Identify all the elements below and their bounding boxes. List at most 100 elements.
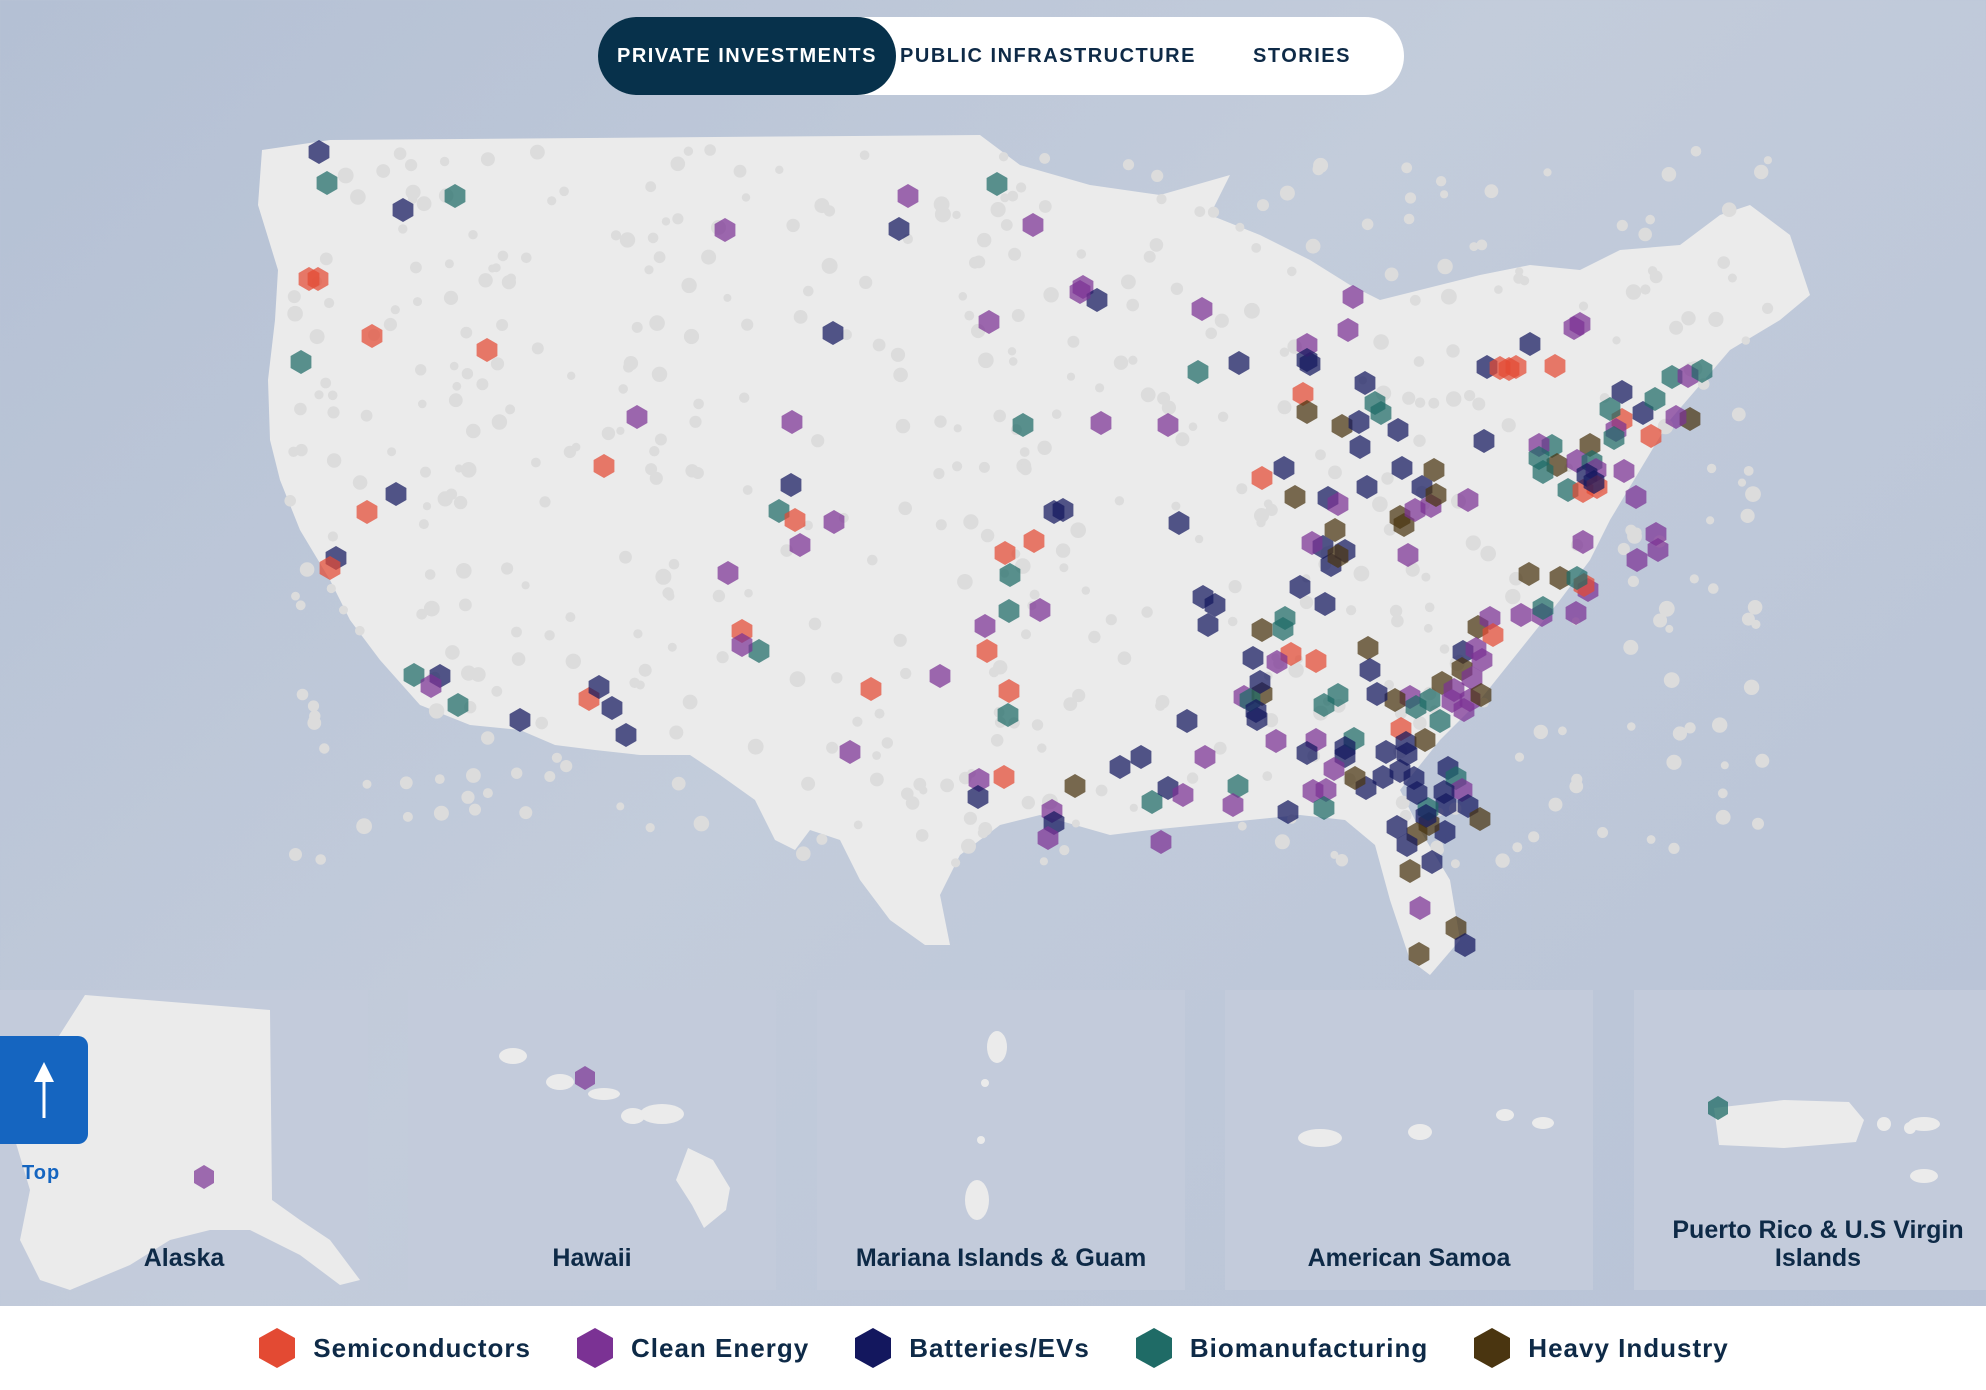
- batteries-evs-marker[interactable]: [1519, 332, 1541, 356]
- clean-energy-marker[interactable]: [1069, 280, 1091, 304]
- batteries-evs-marker[interactable]: [1109, 755, 1131, 779]
- clean-energy-marker[interactable]: [1194, 745, 1216, 769]
- batteries-evs-marker[interactable]: [1391, 456, 1413, 480]
- clean-energy-marker[interactable]: [1342, 285, 1364, 309]
- clean-energy-marker[interactable]: [1157, 413, 1179, 437]
- heavy-industry-marker[interactable]: [1423, 458, 1445, 482]
- legend-heavy-industry[interactable]: Heavy Industry: [1472, 1326, 1728, 1370]
- clean-energy-marker[interactable]: [1265, 729, 1287, 753]
- semiconductors-marker[interactable]: [307, 267, 329, 291]
- clean-energy-marker[interactable]: [974, 614, 996, 638]
- heavy-industry-marker[interactable]: [1251, 618, 1273, 642]
- batteries-evs-marker[interactable]: [615, 723, 637, 747]
- semiconductors-marker[interactable]: [784, 508, 806, 532]
- batteries-evs-marker[interactable]: [1583, 470, 1605, 494]
- biomanufacturing-marker[interactable]: [997, 703, 1019, 727]
- clean-energy-marker[interactable]: [1337, 318, 1359, 342]
- heavy-industry-marker[interactable]: [1399, 859, 1421, 883]
- tab-private-investments[interactable]: PRIVATE INVESTMENTS: [598, 17, 896, 95]
- legend-clean-energy[interactable]: Clean Energy: [575, 1326, 809, 1370]
- batteries-evs-marker[interactable]: [1242, 646, 1264, 670]
- biomanufacturing-marker[interactable]: [1532, 596, 1554, 620]
- heavy-industry-marker[interactable]: [1327, 544, 1349, 568]
- clean-energy-marker[interactable]: [420, 674, 442, 698]
- biomanufacturing-marker[interactable]: [1429, 709, 1451, 733]
- heavy-industry-marker[interactable]: [1549, 566, 1571, 590]
- batteries-evs-marker[interactable]: [1296, 348, 1318, 372]
- clean-energy-marker[interactable]: [1471, 648, 1493, 672]
- biomanufacturing-marker[interactable]: [1603, 426, 1625, 450]
- heavy-industry-marker[interactable]: [1425, 483, 1447, 507]
- clean-energy-marker[interactable]: [1323, 757, 1345, 781]
- legend-biomanufacturing[interactable]: Biomanufacturing: [1134, 1326, 1428, 1370]
- biomanufacturing-marker[interactable]: [1419, 688, 1441, 712]
- batteries-evs-marker[interactable]: [1387, 418, 1409, 442]
- clean-energy-marker[interactable]: [1150, 830, 1172, 854]
- batteries-evs-marker[interactable]: [1273, 456, 1295, 480]
- inset-hawaii[interactable]: Hawaii: [408, 990, 776, 1290]
- clean-energy-marker[interactable]: [823, 510, 845, 534]
- heavy-industry-marker[interactable]: [1296, 400, 1318, 424]
- semiconductors-marker[interactable]: [476, 338, 498, 362]
- batteries-evs-marker[interactable]: [1396, 742, 1418, 766]
- clean-energy-marker[interactable]: [1665, 405, 1687, 429]
- batteries-evs-marker[interactable]: [1168, 511, 1190, 535]
- batteries-evs-marker[interactable]: [1197, 613, 1219, 637]
- clean-energy-marker[interactable]: [1461, 666, 1483, 690]
- clean-energy-marker[interactable]: [1301, 531, 1323, 555]
- inset-american-samoa[interactable]: American Samoa: [1225, 990, 1593, 1290]
- batteries-evs-marker[interactable]: [1415, 804, 1437, 828]
- biomanufacturing-marker[interactable]: [1327, 683, 1349, 707]
- clean-energy-marker[interactable]: [1626, 548, 1648, 572]
- batteries-evs-marker[interactable]: [1086, 288, 1108, 312]
- clean-energy-marker[interactable]: [1222, 793, 1244, 817]
- clean-energy-marker[interactable]: [1479, 606, 1501, 630]
- scroll-top-button[interactable]: [0, 1036, 88, 1144]
- batteries-evs-marker[interactable]: [392, 198, 414, 222]
- tab-public-infrastructure[interactable]: PUBLIC INFRASTRUCTURE: [900, 44, 1196, 67]
- us-map[interactable]: [0, 100, 1986, 980]
- batteries-evs-marker[interactable]: [1435, 793, 1457, 817]
- batteries-evs-marker[interactable]: [1473, 429, 1495, 453]
- batteries-evs-marker[interactable]: [1406, 781, 1428, 805]
- clean-energy-marker[interactable]: [1302, 779, 1324, 803]
- inset-mariana-guam[interactable]: Mariana Islands & Guam: [817, 990, 1185, 1290]
- batteries-evs-marker[interactable]: [780, 473, 802, 497]
- clean-energy-marker[interactable]: [1625, 485, 1647, 509]
- heavy-industry-marker[interactable]: [1393, 513, 1415, 537]
- heavy-industry-marker[interactable]: [1579, 433, 1601, 457]
- heavy-industry-marker[interactable]: [1445, 916, 1467, 940]
- clean-energy-marker[interactable]: [1172, 783, 1194, 807]
- clean-energy-marker[interactable]: [717, 561, 739, 585]
- clean-energy-marker[interactable]: [1510, 603, 1532, 627]
- clean-energy-marker[interactable]: [929, 664, 951, 688]
- heavy-industry-marker[interactable]: [1324, 518, 1346, 542]
- biomanufacturing-marker[interactable]: [999, 563, 1021, 587]
- clean-energy-marker[interactable]: [1572, 530, 1594, 554]
- clean-energy-marker[interactable]: [1266, 650, 1288, 674]
- biomanufacturing-marker[interactable]: [1661, 365, 1683, 389]
- clean-energy-marker[interactable]: [1613, 459, 1635, 483]
- clean-energy-marker[interactable]: [1191, 297, 1213, 321]
- tab-stories[interactable]: STORIES: [1253, 44, 1351, 67]
- batteries-evs-marker[interactable]: [1289, 575, 1311, 599]
- biomanufacturing-marker[interactable]: [1599, 397, 1621, 421]
- clean-energy-marker[interactable]: [1409, 896, 1431, 920]
- clean-energy-marker[interactable]: [1037, 826, 1059, 850]
- batteries-evs-marker[interactable]: [1348, 410, 1370, 434]
- heavy-industry-marker[interactable]: [1469, 807, 1491, 831]
- semiconductors-marker[interactable]: [361, 324, 383, 348]
- clean-energy-marker[interactable]: [1090, 411, 1112, 435]
- clean-energy-marker[interactable]: [626, 405, 648, 429]
- biomanufacturing-marker[interactable]: [986, 172, 1008, 196]
- heavy-industry-marker[interactable]: [1414, 728, 1436, 752]
- batteries-evs-marker[interactable]: [1204, 593, 1226, 617]
- batteries-evs-marker[interactable]: [1334, 736, 1356, 760]
- clean-energy-marker[interactable]: [1565, 601, 1587, 625]
- heavy-industry-marker[interactable]: [1518, 562, 1540, 586]
- batteries-evs-marker[interactable]: [1228, 351, 1250, 375]
- batteries-evs-marker[interactable]: [1277, 800, 1299, 824]
- clean-energy-marker[interactable]: [839, 740, 861, 764]
- clean-energy-marker[interactable]: [714, 218, 736, 242]
- batteries-evs-marker[interactable]: [1366, 682, 1388, 706]
